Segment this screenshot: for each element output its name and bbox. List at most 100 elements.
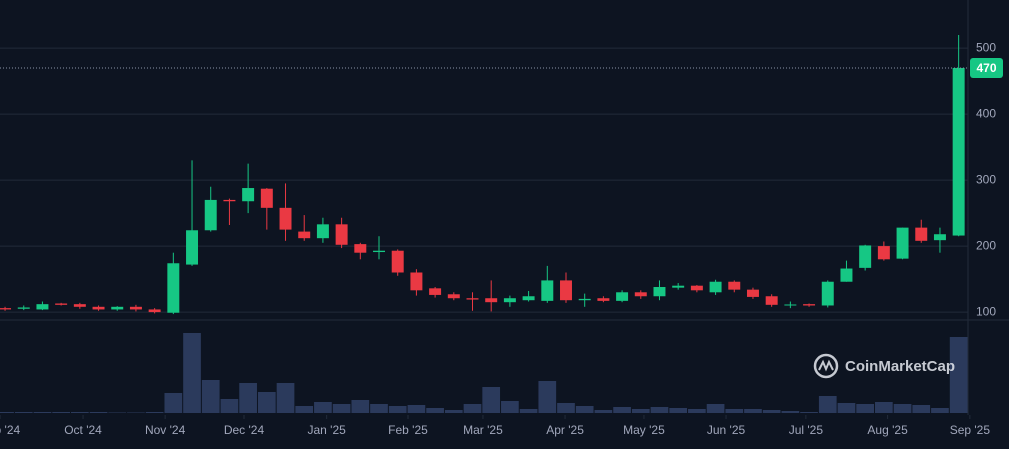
x-tick-label: Feb '25: [388, 423, 428, 437]
candle-body: [952, 67, 965, 236]
candle-body: [859, 245, 872, 268]
volume-bar: [501, 401, 519, 413]
candle-body: [373, 250, 385, 253]
volume-bar: [0, 412, 14, 413]
volume-bar: [538, 381, 557, 413]
volume-bar: [183, 333, 201, 413]
volume-bar: [89, 412, 108, 413]
candle-body: [167, 263, 180, 313]
x-tick-label: Aug '25: [867, 423, 908, 437]
watermark-text: CoinMarketCap: [845, 358, 955, 375]
candle-body: [485, 298, 498, 303]
volume-bar: [762, 410, 781, 413]
volume-bar: [463, 404, 482, 413]
candle-body: [354, 244, 367, 253]
candle-body: [840, 268, 853, 282]
candle-body: [73, 304, 86, 307]
volume-bar: [519, 409, 538, 413]
candle-body: [279, 207, 292, 230]
volume-bar: [127, 412, 145, 413]
x-tick-label: Jun '25: [707, 423, 746, 437]
volume-bar: [744, 409, 762, 413]
last-price-label: 470: [976, 61, 996, 75]
volume-bar: [631, 409, 650, 413]
volume-bar: [388, 406, 407, 413]
volume-bar: [575, 406, 594, 413]
candle-body: [391, 250, 404, 273]
volume-bar: [800, 412, 818, 413]
volume-bar: [594, 410, 613, 413]
volume-bar: [875, 402, 893, 413]
candle-body: [803, 304, 816, 306]
candle-body: [672, 285, 685, 288]
candle-body: [111, 306, 124, 310]
volume-bar: [351, 400, 370, 413]
candle-body: [335, 224, 348, 245]
volume-bar: [949, 337, 968, 413]
candle-body: [410, 272, 423, 291]
candle-body: [728, 281, 741, 290]
volume-bar: [482, 387, 501, 413]
x-tick-label: May '25: [623, 423, 665, 437]
candle-body: [429, 288, 442, 295]
volume-bar: [220, 399, 239, 413]
watermark-logo-mark: [818, 359, 834, 372]
candle-body: [616, 292, 629, 301]
candle-body: [597, 298, 610, 301]
candle-body: [92, 306, 105, 310]
x-tick-label: Dec '24: [224, 423, 265, 437]
candle-body: [242, 188, 255, 202]
candle-body: [466, 298, 479, 300]
candle-body: [541, 280, 554, 301]
candle-body: [316, 224, 329, 239]
volume-bar: [856, 404, 875, 413]
candle-body: [223, 199, 236, 202]
candle-body: [877, 246, 890, 260]
y-tick-label: 300: [976, 172, 996, 186]
volume-bar: [706, 404, 725, 413]
volume-bar: [912, 405, 931, 413]
candle-body: [821, 281, 834, 306]
last-price-tag: [970, 57, 1003, 78]
volume-bar: [145, 412, 164, 413]
volume-bar: [33, 412, 52, 413]
candle-body: [204, 199, 217, 231]
candle-body: [148, 309, 161, 313]
volume-bar: [688, 409, 706, 413]
volume-bar: [893, 404, 912, 413]
volume-bar: [669, 408, 688, 413]
volume-bar: [70, 412, 89, 413]
volume-bar: [557, 403, 575, 413]
candle-body: [447, 294, 460, 299]
x-tick-label: Sep '25: [950, 423, 991, 437]
candle-body: [578, 298, 591, 301]
volume-bar: [201, 380, 220, 413]
volume-bar: [164, 393, 183, 413]
watermark-logo: [813, 353, 839, 379]
candle-body: [560, 280, 572, 301]
x-tick-label: Mar '25: [463, 423, 503, 437]
y-tick-label: 500: [976, 40, 996, 54]
candle-body: [634, 292, 647, 297]
volume-bar: [314, 402, 332, 413]
candle-body: [260, 188, 273, 208]
candle-body: [186, 230, 199, 265]
candle-body: [503, 298, 516, 303]
y-tick-label: 400: [976, 106, 996, 120]
candle-body: [653, 287, 666, 297]
candle-body: [784, 304, 797, 306]
candle-body: [17, 307, 30, 309]
volume-bar: [295, 406, 314, 413]
x-tick-label: Sep '24: [0, 423, 20, 437]
x-tick-label: Jul '25: [789, 423, 824, 437]
candle-body: [933, 234, 946, 241]
y-tick-label: 100: [976, 304, 996, 318]
volume-bar: [332, 404, 351, 413]
volume-bar: [276, 383, 295, 413]
candle-body: [298, 231, 311, 239]
x-tick-label: Apr '25: [546, 423, 584, 437]
candle-body: [765, 296, 778, 305]
volume-bar: [257, 392, 276, 413]
